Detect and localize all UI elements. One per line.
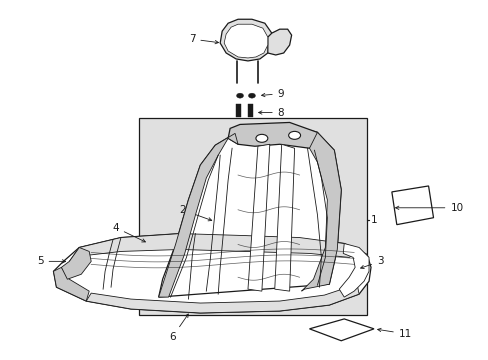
Polygon shape	[86, 284, 358, 313]
Text: 11: 11	[377, 328, 411, 339]
Polygon shape	[61, 247, 91, 279]
Bar	[248, 104, 253, 117]
Polygon shape	[53, 234, 370, 313]
Text: 5: 5	[37, 256, 65, 266]
Polygon shape	[309, 319, 373, 341]
Text: 7: 7	[188, 34, 218, 44]
Text: 2: 2	[179, 205, 211, 221]
Ellipse shape	[248, 93, 255, 98]
Ellipse shape	[236, 93, 243, 98]
Polygon shape	[267, 29, 291, 55]
Polygon shape	[301, 132, 341, 291]
Polygon shape	[224, 24, 267, 58]
Polygon shape	[158, 125, 341, 297]
Polygon shape	[69, 234, 358, 261]
Polygon shape	[158, 133, 238, 297]
Text: 6: 6	[169, 314, 188, 342]
Text: 1: 1	[370, 215, 377, 225]
Text: 10: 10	[395, 203, 463, 213]
Polygon shape	[220, 19, 271, 61]
Ellipse shape	[288, 131, 300, 139]
Bar	[235, 104, 240, 117]
Text: 3: 3	[360, 256, 383, 269]
Polygon shape	[228, 122, 319, 148]
Polygon shape	[339, 243, 368, 297]
Polygon shape	[53, 267, 89, 301]
Bar	[139, 118, 366, 315]
Polygon shape	[247, 144, 269, 291]
Polygon shape	[274, 144, 294, 291]
Polygon shape	[391, 186, 433, 225]
Text: 4: 4	[112, 222, 145, 242]
Text: 9: 9	[261, 89, 284, 99]
Ellipse shape	[255, 134, 267, 142]
Text: 8: 8	[258, 108, 284, 117]
